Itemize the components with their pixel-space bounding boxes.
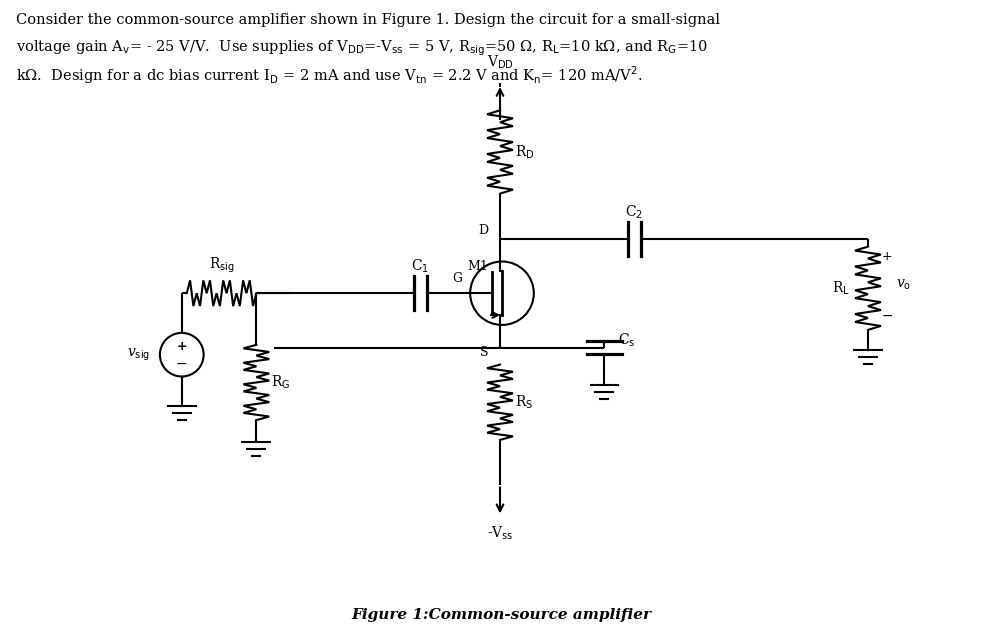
Text: R$_{\rm D}$: R$_{\rm D}$ [514,144,534,161]
Text: +: + [176,340,187,353]
Text: -V$_{\rm ss}$: -V$_{\rm ss}$ [486,524,513,542]
Text: G: G [452,272,462,285]
Text: v$_{\rm sig}$: v$_{\rm sig}$ [127,346,150,363]
Text: V$_{\rm DD}$: V$_{\rm DD}$ [486,54,513,71]
Text: C$_{\rm s}$: C$_{\rm s}$ [617,331,635,348]
Text: +: + [881,250,892,263]
Text: −: − [175,357,187,371]
Text: kΩ.  Design for a dc bias current I$_{\rm D}$ = 2 mA and use V$_{\rm tn}$ = 2.2 : kΩ. Design for a dc bias current I$_{\rm… [16,64,641,86]
Text: −: − [881,309,893,323]
Text: S: S [479,346,488,359]
Text: D: D [478,224,488,237]
Text: R$_{\rm G}$: R$_{\rm G}$ [271,374,291,391]
Text: voltage gain A$_{\rm v}$= - 25 V/V.  Use supplies of V$_{\rm DD}$=-V$_{\rm ss}$ : voltage gain A$_{\rm v}$= - 25 V/V. Use … [16,38,707,58]
Text: M1: M1 [467,260,488,274]
Text: R$_{\rm sig}$: R$_{\rm sig}$ [208,256,234,276]
Text: Consider the common-source amplifier shown in Figure 1. Design the circuit for a: Consider the common-source amplifier sho… [16,13,719,27]
Text: R$_{\rm S}$: R$_{\rm S}$ [514,394,533,411]
Text: R$_{\rm L}$: R$_{\rm L}$ [832,279,850,297]
Text: C$_{\rm 1}$: C$_{\rm 1}$ [411,258,429,276]
Text: v$_{\rm o}$: v$_{\rm o}$ [895,277,910,292]
Text: C$_{\rm 2}$: C$_{\rm 2}$ [624,204,642,221]
Text: Figure 1:Common-source amplifier: Figure 1:Common-source amplifier [351,609,651,623]
